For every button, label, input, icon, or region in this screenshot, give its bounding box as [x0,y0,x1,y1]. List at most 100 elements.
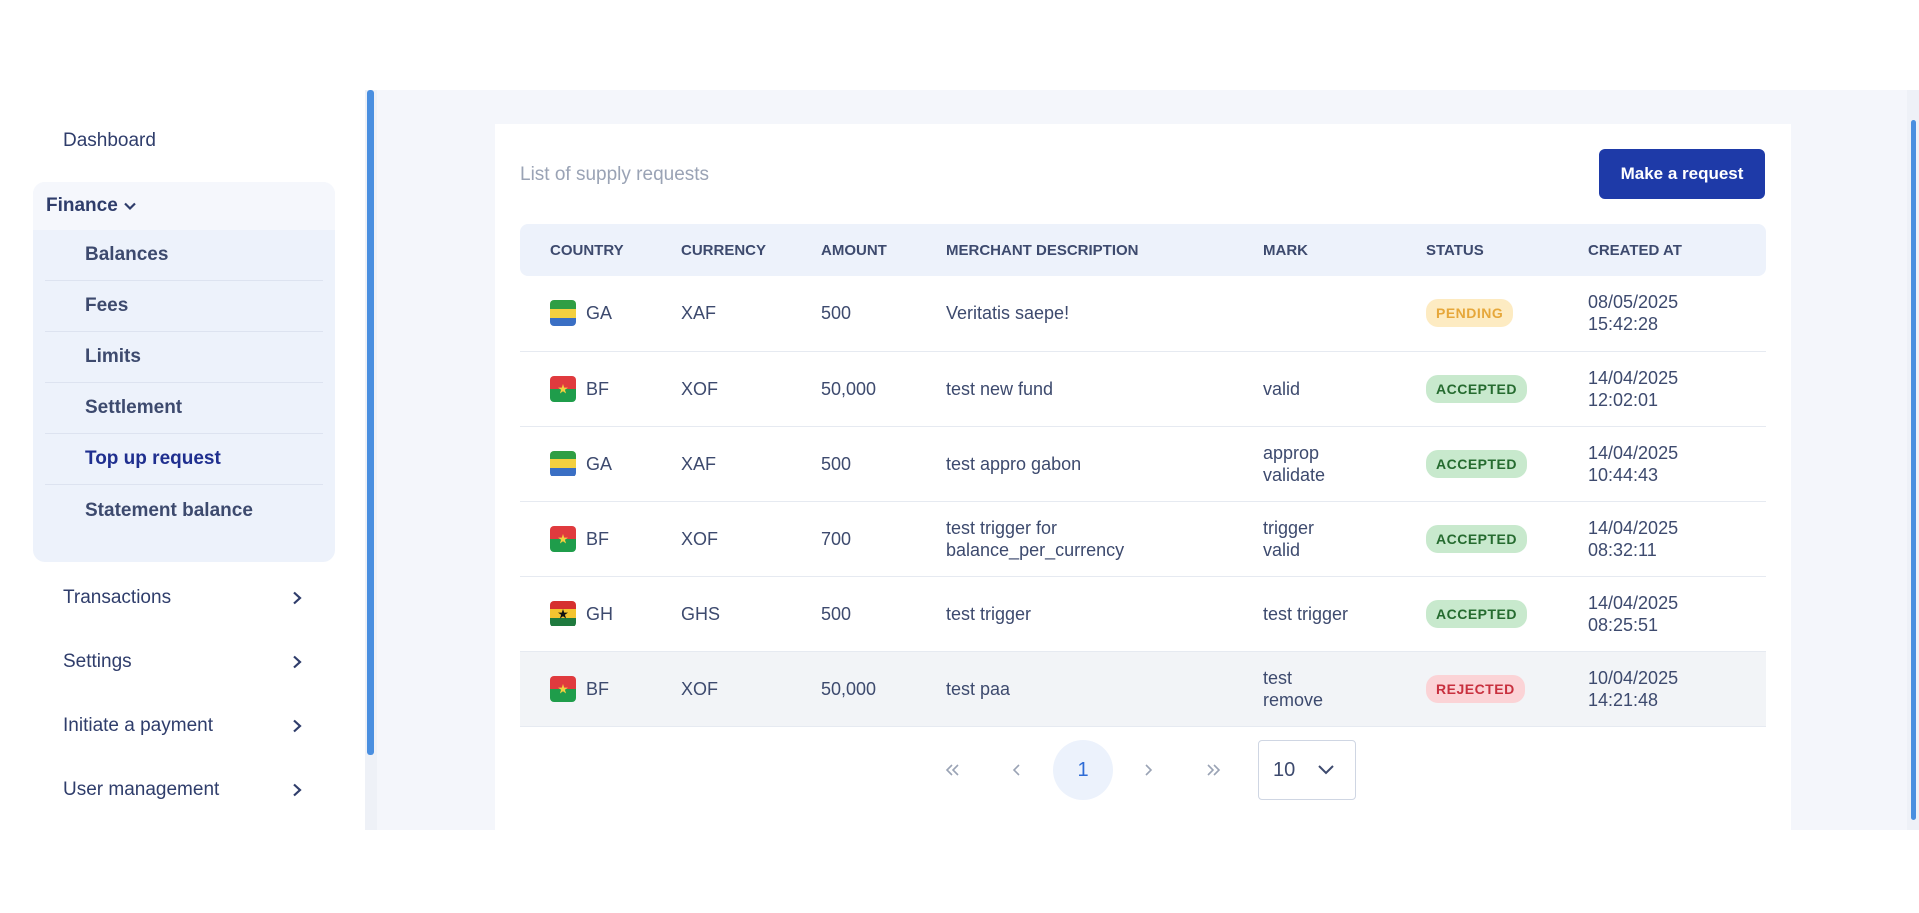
country-flag-icon [550,450,576,477]
created-time: 08:25:51 [1588,614,1659,635]
mark-cell [1233,276,1396,352]
sidebar-item-finance[interactable]: Finance [33,182,335,230]
column-header: MARK [1263,241,1308,259]
supply-requests-card: List of supply requests Make a request C… [495,124,1791,830]
sidebar-subitem[interactable]: Top up request [45,434,323,485]
last-page-button[interactable] [1184,740,1244,800]
settings-label: Settings [63,651,132,672]
sidebar-subitem[interactable]: Balances [45,230,323,281]
double-chevron-right-icon [1207,764,1221,776]
description-cell: test new fund [916,351,1233,427]
country-cell: GH [520,576,651,652]
country-flag-icon [550,675,576,702]
make-request-button[interactable]: Make a request [1599,149,1765,199]
initiate-payment-label: Initiate a payment [63,715,213,736]
currency-cell: XOF [651,501,791,577]
sidebar-item-initiate-payment[interactable]: Initiate a payment [63,706,303,746]
status-cell: ACCEPTED [1396,576,1558,652]
description-cell: test trigger [916,576,1233,652]
main-scrollbar-thumb[interactable] [1911,120,1916,820]
created-at-cell: 08/05/2025 15:42:28 [1558,276,1766,352]
description-cell: test paa [916,651,1233,727]
status-badge: ACCEPTED [1426,524,1528,553]
country-code: BF [586,528,610,549]
table-row[interactable]: BF XOF 50,000 test new fund valid ACCEPTED 14/… [520,351,1766,427]
mark-cell: test remove [1233,651,1396,727]
created-time: 14:21:48 [1588,689,1659,710]
double-chevron-left-icon [945,764,959,776]
table-row[interactable]: GA XAF 500 Veritatis saepe! PENDING 08/05/202… [520,276,1766,352]
first-page-button[interactable] [922,740,982,800]
created-date: 14/04/2025 [1588,367,1679,388]
pagination: 1 10 [495,740,1791,800]
currency-cell: XAF [651,426,791,502]
table-header-row: COUNTRY CURRENCY AMOUNT MERCHANT DESCRIP… [520,224,1766,276]
created-date: 14/04/2025 [1588,592,1679,613]
column-header: COUNTRY [550,241,624,259]
status-cell: ACCEPTED [1396,501,1558,577]
sidebar-scrollbar-thumb[interactable] [367,90,374,755]
created-time: 15:42:28 [1588,314,1659,335]
created-at-cell: 10/04/2025 14:21:48 [1558,651,1766,727]
column-header: CURRENCY [681,241,767,259]
column-header: MERCHANT DESCRIPTION [946,241,1139,259]
status-cell: ACCEPTED [1396,351,1558,427]
column-header: AMOUNT [821,241,887,259]
page-size-select[interactable]: 10 [1258,740,1356,800]
sidebar-subitem[interactable]: Limits [45,332,323,383]
currency-cell: XOF [651,351,791,427]
chevron-right-icon [293,655,302,669]
sidebar-item-transactions[interactable]: Transactions [63,578,303,618]
supply-requests-table: COUNTRY CURRENCY AMOUNT MERCHANT DESCRIP… [520,224,1766,727]
mark-cell: approp validate [1233,426,1396,502]
country-cell: GA [520,276,651,352]
country-cell: BF [520,651,651,727]
sidebar-subitem[interactable]: Settlement [45,383,323,434]
amount-cell: 50,000 [791,651,916,727]
created-time: 08:32:11 [1588,539,1657,560]
description-cell: Veritatis saepe! [916,276,1233,352]
previous-page-button[interactable] [987,740,1047,800]
chevron-left-icon [1012,764,1020,776]
country-code: BF [586,378,610,399]
sidebar-subitem[interactable]: Statement balance [85,499,253,521]
currency-cell: GHS [651,576,791,652]
country-cell: GA [520,426,651,502]
created-date: 14/04/2025 [1588,442,1679,463]
currency-cell: XOF [651,651,791,727]
sidebar-item-dashboard[interactable]: Dashboard [63,130,156,151]
country-code: GA [586,303,613,324]
mark-cell: valid [1233,351,1396,427]
country-code: BF [586,678,610,699]
table-row[interactable]: GH GHS 500 test trigger test trigger ACCEPTED… [520,576,1766,652]
status-badge: PENDING [1426,299,1514,328]
created-at-cell: 14/04/2025 10:44:43 [1558,426,1766,502]
chevron-right-icon [293,591,302,605]
status-cell: PENDING [1396,276,1558,352]
next-page-button[interactable] [1118,740,1178,800]
table-row[interactable]: BF XOF 700 test trigger for balance_per_cur… [520,501,1766,577]
transactions-label: Transactions [63,587,172,608]
table-row[interactable]: GA XAF 500 test appro gabon approp validate A… [520,426,1766,502]
amount-cell: 500 [791,426,916,502]
amount-cell: 500 [791,576,916,652]
amount-cell: 500 [791,276,916,352]
user-management-label: User management [63,779,220,800]
sidebar-subitem[interactable]: Fees [45,281,323,332]
page-number-button[interactable]: 1 [1053,740,1113,800]
sidebar: Dashboard Finance Balances Fees Limits Sett… [0,90,365,830]
created-at-cell: 14/04/2025 08:32:11 [1558,501,1766,577]
description-cell: test trigger for balance_per_currency [916,501,1233,577]
page-title: List of supply requests [520,164,710,185]
sidebar-item-user-management[interactable]: User management [63,770,303,810]
status-badge: ACCEPTED [1426,449,1528,478]
column-header: STATUS [1426,241,1484,259]
table-row[interactable]: BF XOF 50,000 test paa test remove REJECTED 10… [520,651,1766,727]
description-cell: test appro gabon [916,426,1233,502]
created-at-cell: 14/04/2025 12:02:01 [1558,351,1766,427]
country-code: GH [586,603,613,624]
country-cell: BF [520,351,651,427]
country-flag-icon [550,375,576,402]
chevron-right-icon [293,719,302,733]
sidebar-item-settings[interactable]: Settings [63,642,303,682]
